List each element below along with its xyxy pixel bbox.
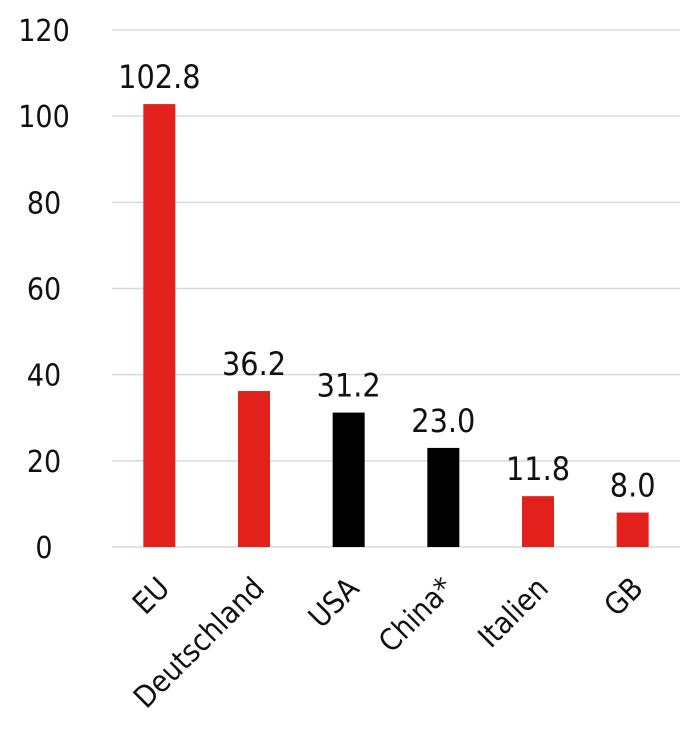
data-label: 23.0 [411, 402, 475, 440]
bar [427, 447, 460, 547]
y-tick-label: 40 [27, 359, 61, 394]
data-label: 8.0 [610, 467, 656, 505]
bar [616, 512, 649, 547]
x-tick-label: USA [302, 571, 367, 636]
y-tick-label: 0 [35, 531, 52, 566]
bar [522, 496, 554, 547]
y-tick-label: 60 [27, 273, 61, 308]
y-axis-ticks: 0 20 40 60 80 100 120 [18, 14, 70, 566]
bar [332, 412, 365, 547]
bars [143, 104, 649, 547]
x-tick-label: EU [126, 571, 177, 622]
data-label: 11.8 [506, 450, 570, 488]
y-tick-label: 80 [27, 186, 61, 221]
y-tick-label: 120 [18, 14, 70, 49]
x-tick-label: Italien [472, 571, 556, 655]
bar [143, 104, 176, 547]
data-label: 36.2 [222, 345, 286, 383]
bar [238, 391, 270, 547]
gridlines [112, 29, 680, 548]
x-tick-label: GB [598, 571, 651, 624]
data-label: 102.8 [118, 58, 200, 96]
data-label: 31.2 [317, 367, 381, 405]
y-tick-label: 100 [18, 100, 70, 135]
x-tick-label: China* [372, 571, 461, 660]
y-tick-label: 20 [27, 445, 61, 480]
value-labels: 102.8 36.2 31.2 23.0 11.8 8.0 [118, 58, 655, 504]
